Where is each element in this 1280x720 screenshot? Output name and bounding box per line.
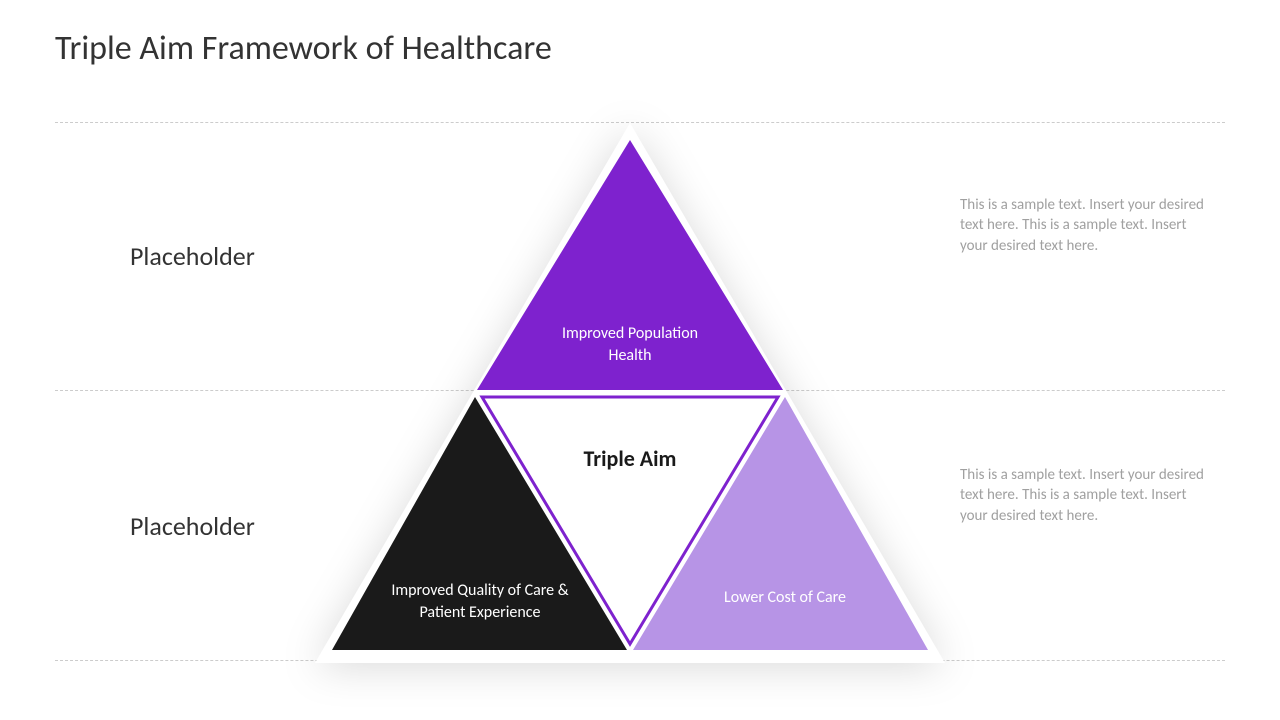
segment-label-top: Improved Population Health — [550, 323, 710, 368]
description-row2: This is a sample text. Insert your desir… — [960, 465, 1205, 526]
center-label: Triple Aim — [560, 445, 700, 473]
triple-aim-triangle: Improved Population Health Improved Qual… — [305, 115, 955, 670]
page-title: Triple Aim Framework of Healthcare — [55, 28, 552, 69]
placeholder-label-row1: Placeholder — [130, 240, 255, 272]
segment-label-bottom-left: Improved Quality of Care & Patient Exper… — [390, 580, 570, 625]
description-row1: This is a sample text. Insert your desir… — [960, 195, 1205, 256]
segment-label-bottom-right: Lower Cost of Care — [705, 587, 865, 609]
placeholder-label-row2: Placeholder — [130, 510, 255, 542]
